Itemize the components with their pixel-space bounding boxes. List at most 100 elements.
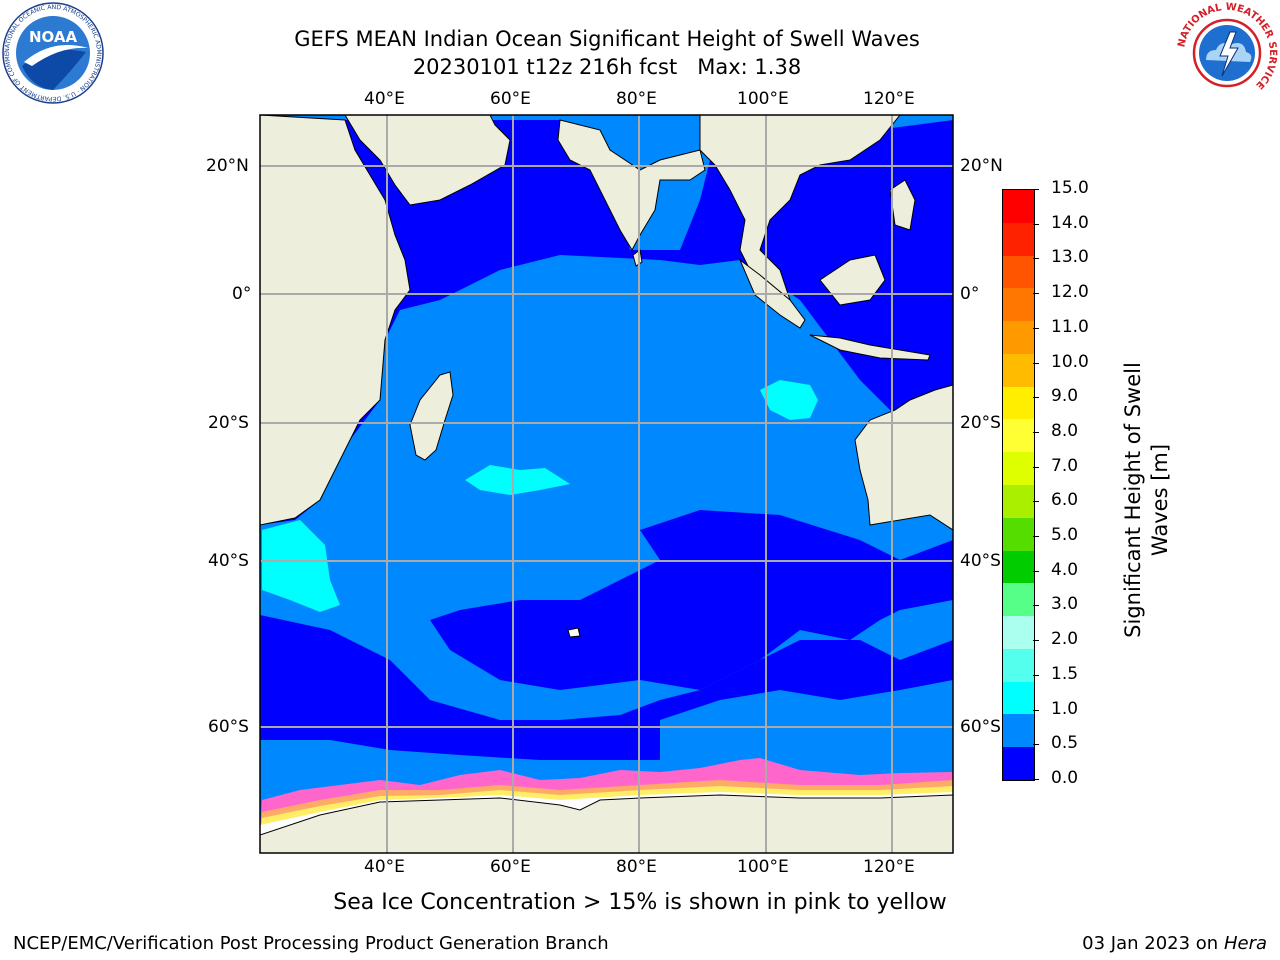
map-gridlines [260,115,953,853]
map-frame [259,114,954,854]
low-swell-region-south [430,510,953,690]
lon-tick-bottom-80e: 80°E [616,857,657,877]
colorbar-tick-mark [1033,605,1039,607]
lon-tick-top-120e: 120°E [863,89,915,109]
colorbar-tick-label: 3.0 [1051,594,1079,615]
sea-ice-caption: Sea Ice Concentration > 15% is shown in … [333,890,947,915]
land-borneo [819,254,886,306]
colorbar-tick-label: 0.0 [1051,768,1079,788]
nws-logo: NATIONAL WEATHER SERVICE [1176,2,1278,103]
colorbar-ticks: 15.0 14.0 13.0 12.0 11.0 10.0 9.0 8.0 7.0 6.0 5.0 4… [1033,178,1116,788]
lat-tick-right-40s: 40°S [960,551,1001,571]
colorbar-segment [1003,452,1034,486]
footer-machine: Hera [1223,933,1267,954]
colorbar-tick-label: 11.0 [1051,316,1089,337]
colorbar-segment [1003,550,1034,584]
lat-tick-left-60s: 60°S [208,717,249,737]
low-swell-region-north [260,120,953,525]
colorbar-tick-mark [1033,431,1039,433]
moderate-swell-patch [660,680,953,770]
colorbar-tick-label: 0.5 [1051,733,1079,754]
max-value-label: Max: 1.38 [697,55,802,79]
colorbar-segment [1003,321,1034,355]
colorbar-tick-label: 10.0 [1051,351,1089,372]
colorbar-tick-label: 1.0 [1051,698,1079,719]
lon-tick-bottom-60e: 60°E [490,857,531,877]
colorbar-tick-label: 13.0 [1051,247,1089,268]
colorbar-tick-mark [1033,466,1039,468]
colorbar-title: Significant Height of Swell Waves [m] [1120,280,1180,720]
colorbar-tick-mark [1033,744,1039,746]
footer-date-text: 03 Jan 2023 on [1082,933,1224,954]
colorbar-segment [1003,485,1034,519]
land-antarctica [260,794,953,853]
lon-tick-bottom-120e: 120°E [863,857,915,877]
colorbar-tick-mark [1033,189,1039,190]
colorbar-tick-label: 5.0 [1051,525,1079,546]
lon-tick-top-100e: 100°E [737,89,789,109]
colorbar-tick-mark [1033,674,1039,676]
colorbar-segment [1003,681,1034,715]
lon-tick-bottom-100e: 100°E [737,857,789,877]
footer-date: 03 Jan 2023 on Hera [1082,933,1267,954]
colorbar-segment [1003,714,1034,748]
colorbar-tick-mark [1033,709,1039,711]
colorbar-segment [1003,288,1034,322]
lat-tick-right-0: 0° [960,284,980,304]
colorbar-tick-label: 14.0 [1051,212,1089,233]
colorbar-tick-label: 6.0 [1051,490,1079,511]
colorbar-tick-mark [1033,501,1039,503]
svg-text:NOAA: NOAA [29,28,78,46]
lon-tick-top-60e: 60°E [490,89,531,109]
colorbar-segment [1003,255,1034,289]
colorbar-tick-mark [1033,327,1039,329]
colorbar-tick-mark [1033,293,1039,295]
colorbar-tick-mark [1033,362,1039,364]
land-philippines [889,179,916,231]
colorbar-tick-label: 1.5 [1051,663,1079,684]
land-arabia [260,115,511,206]
colorbar-tick-label: 15.0 [1051,178,1089,198]
colorbar-tick-mark [1033,536,1039,538]
colorbar-segment [1003,222,1034,257]
colorbar-segment [1003,419,1034,453]
land-kerguelen [567,627,581,638]
colorbar-tick-mark [1033,640,1039,642]
high-swell-patch-east [760,380,818,420]
lon-tick-top-40e: 40°E [364,89,405,109]
land-australia [854,384,953,531]
colorbar-title-line1: Significant Height of Swell [1121,362,1145,638]
colorbar-tick-label: 7.0 [1051,455,1079,476]
lat-tick-left-20s: 20°S [208,413,249,433]
colorbar-segment [1003,386,1034,420]
colorbar-segment [1003,583,1034,617]
lat-tick-right-20n: 20°N [960,156,1003,176]
colorbar [1002,189,1035,781]
colorbar-segment [1003,190,1034,224]
colorbar-segment [1003,648,1034,683]
colorbar-segment [1003,747,1034,781]
map-title: GEFS MEAN Indian Ocean Significant Heigh… [294,27,920,51]
lon-tick-top-80e: 80°E [616,89,657,109]
colorbar-tick-mark [1033,570,1039,572]
colorbar-tick-label: 2.0 [1051,629,1079,650]
colorbar-tick-mark [1033,397,1039,399]
lat-tick-left-0: 0° [232,284,252,304]
high-swell-patch-central [465,465,570,495]
forecast-label: 20230101 t12z 216h fcst [412,55,678,79]
lat-tick-left-20n: 20°N [206,156,249,176]
colorbar-tick-mark [1033,223,1039,225]
footer-credit: NCEP/EMC/Verification Post Processing Pr… [13,933,609,954]
lat-tick-right-60s: 60°S [960,717,1001,737]
colorbar-segment [1003,517,1034,552]
colorbar-segment [1003,353,1034,388]
lat-tick-right-20s: 20°S [960,413,1001,433]
noaa-logo: NATIONAL OCEANIC AND ATMOSPHERIC ADMINIS… [2,2,104,104]
colorbar-segment [1003,616,1034,650]
map-subtitle: 20230101 t12z 216h fcst Max: 1.38 [0,55,1214,79]
colorbar-tick-mark [1033,779,1039,780]
colorbar-tick-label: 12.0 [1051,282,1089,303]
lat-tick-left-40s: 40°S [208,551,249,571]
colorbar-title-line2: Waves [m] [1148,443,1172,557]
